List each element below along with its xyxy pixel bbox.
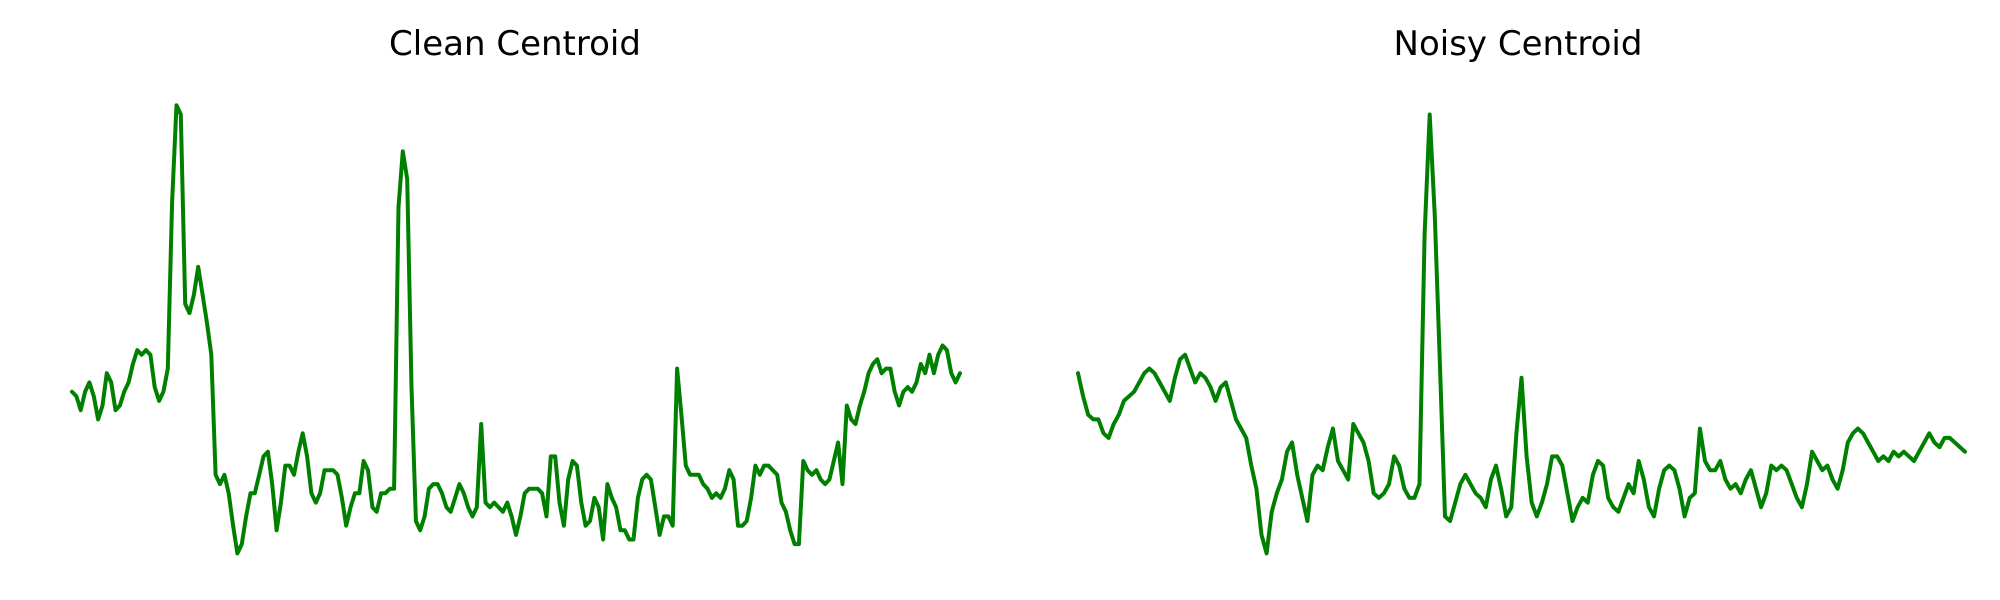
chart-title-noisy-centroid: Noisy Centroid (1393, 24, 1643, 64)
series-line-noisy-centroid (1076, 112, 1967, 556)
plot-clean-centroid (70, 103, 962, 556)
series-line-clean-centroid (70, 103, 962, 556)
plot-noisy-centroid (1076, 112, 1967, 556)
chart-title-clean-centroid: Clean Centroid (389, 24, 641, 64)
